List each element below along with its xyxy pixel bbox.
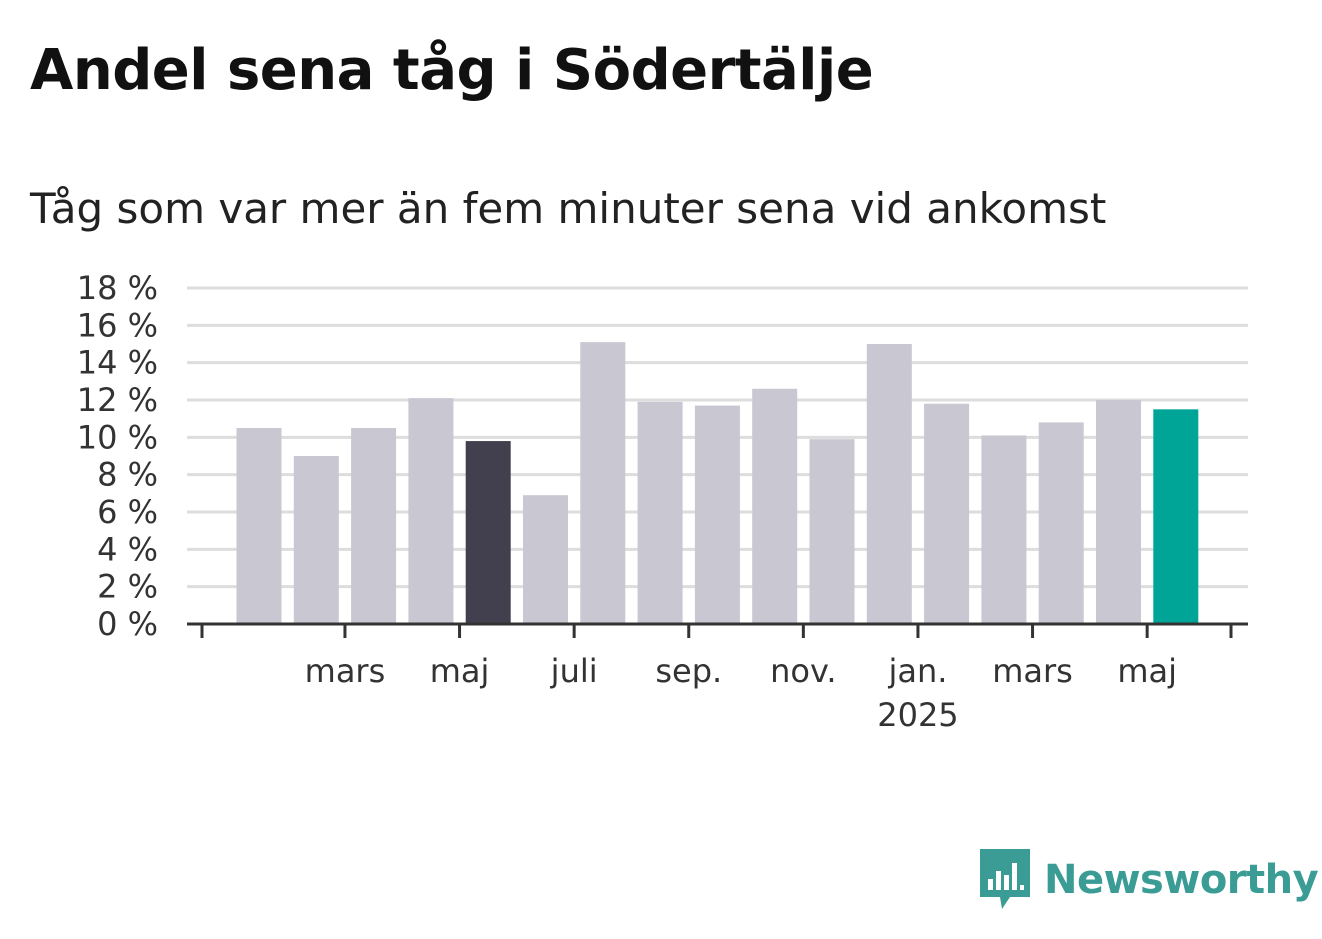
x-tick-label: mars xyxy=(305,652,386,690)
y-tick-label: 0 % xyxy=(97,605,158,643)
bar xyxy=(1096,400,1141,624)
bar xyxy=(523,495,568,624)
brand-name: Newsworthy xyxy=(1044,857,1319,903)
bar xyxy=(981,435,1027,624)
x-tick-label: mars xyxy=(992,652,1073,690)
newsworthy-brand: Newsworthy xyxy=(980,848,1319,912)
bars xyxy=(236,342,1199,624)
newsworthy-logo-icon xyxy=(980,849,1030,909)
bar xyxy=(580,342,626,624)
bar xyxy=(293,456,339,624)
bar xyxy=(465,441,511,624)
bar xyxy=(752,388,798,624)
bar xyxy=(637,401,683,624)
y-tick-label: 18 % xyxy=(77,269,158,307)
bar xyxy=(408,398,454,624)
x-tick-label: maj xyxy=(430,652,490,690)
x-tick-label: jan. xyxy=(887,652,947,690)
y-tick-label: 2 % xyxy=(97,568,158,606)
x-axis xyxy=(187,622,1248,638)
y-tick-label: 14 % xyxy=(77,344,158,382)
x-tick-label: maj xyxy=(1117,652,1177,690)
chart-subtitle: Tåg som var mer än fem minuter sena vid … xyxy=(30,184,1107,233)
y-tick-label: 6 % xyxy=(97,493,158,531)
x-tick-label: nov. xyxy=(770,652,836,690)
bar xyxy=(1153,409,1199,624)
y-tick-label: 8 % xyxy=(97,456,158,494)
y-tick-label: 12 % xyxy=(77,381,158,419)
bar xyxy=(809,439,855,624)
x-tick-year-label: 2025 xyxy=(877,696,958,734)
bar xyxy=(694,405,740,624)
bar xyxy=(924,403,970,624)
x-tick-label: juli xyxy=(550,652,598,690)
bar xyxy=(351,428,397,624)
y-tick-label: 4 % xyxy=(97,530,158,568)
y-tick-label: 16 % xyxy=(77,306,158,344)
bar xyxy=(1038,422,1084,624)
tick-labels: 0 %2 %4 %6 %8 %10 %12 %14 %16 %18 % mars m… xyxy=(77,269,1177,734)
bar xyxy=(866,344,912,624)
x-tick-label: sep. xyxy=(655,652,722,690)
y-tick-label: 10 % xyxy=(77,418,158,456)
chart-title: Andel sena tåg i Södertälje xyxy=(30,38,874,103)
bar xyxy=(236,428,282,624)
